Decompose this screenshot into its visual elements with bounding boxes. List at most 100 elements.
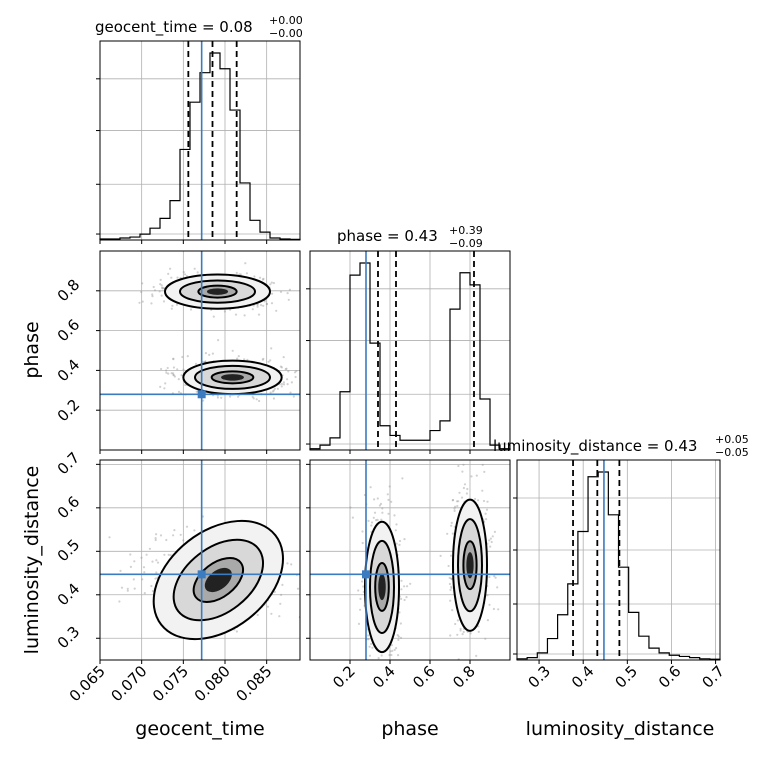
scatter-point [237, 355, 240, 358]
scatter-point [270, 612, 273, 615]
scatter-point [287, 298, 290, 301]
density-peak [378, 573, 386, 601]
scatter-point [395, 523, 398, 526]
scatter-point [462, 630, 465, 634]
scatter-point [229, 395, 232, 398]
scatter-point [450, 577, 453, 580]
density-peak [466, 552, 474, 579]
hist-panel-geocent_time [100, 41, 300, 240]
scatter-point [273, 387, 276, 390]
scatter-point [166, 366, 169, 370]
scatter-point [370, 521, 374, 524]
scatter-point [386, 493, 389, 496]
scatter-point [270, 281, 273, 284]
scatter-point [161, 286, 164, 289]
scatter-point [361, 541, 364, 545]
scatter-point [484, 512, 487, 515]
scatter-point [475, 654, 478, 658]
scatter-point [477, 630, 480, 634]
scatter-point [171, 304, 174, 307]
scatter-point [453, 509, 456, 512]
scatter-point [459, 629, 462, 632]
scatter-point [376, 518, 379, 522]
scatter-point [301, 377, 303, 379]
scatter-point [262, 277, 265, 280]
scatter-point [280, 366, 283, 369]
scatter-point [151, 589, 154, 593]
ylabel-phase: phase [21, 321, 43, 378]
scatter-point [150, 584, 153, 588]
scatter-point [399, 636, 403, 640]
scatter-point [159, 385, 162, 388]
scatter-point [223, 310, 226, 313]
scatter-point [261, 278, 264, 281]
scatter-point [172, 358, 175, 361]
title-geocent-time-lower: −0.00 [269, 27, 303, 40]
scatter-point [159, 278, 162, 281]
scatter-point [450, 524, 453, 527]
hist-frame-phase [309, 250, 511, 451]
scatter-point [448, 582, 451, 586]
scatter-point [243, 314, 246, 317]
scatter-point [489, 545, 492, 548]
scatter-point [451, 532, 454, 535]
scatter-point [286, 292, 289, 295]
scatter-point [167, 553, 170, 556]
scatter-point [258, 399, 261, 403]
scatter-point [280, 382, 283, 386]
scatter-point [483, 470, 486, 473]
scatter-point [272, 389, 275, 392]
scatter-point [454, 505, 457, 508]
scatter-point [150, 302, 153, 305]
scatter-point [449, 588, 452, 592]
scatter-point [185, 525, 189, 528]
scatter-point [390, 644, 393, 647]
scatter-point [159, 283, 162, 286]
contour-line [364, 520, 400, 654]
scatter-point [400, 579, 403, 582]
scatter-point [470, 454, 472, 456]
scatter-point [138, 301, 141, 304]
panel-frames [96, 40, 721, 664]
xtick-label: 0.7 [698, 662, 728, 692]
scatter-point [395, 647, 398, 650]
scatter-point [204, 360, 207, 363]
scatter-point [279, 290, 283, 293]
title-phase-lower: −0.09 [449, 237, 483, 250]
scatter-point [388, 653, 391, 657]
frame-phase_vs_geocent_time [99, 250, 301, 451]
scatter-point [181, 355, 184, 359]
scatter-point [497, 608, 500, 611]
scatter-point [255, 398, 258, 401]
scatter-point [394, 529, 397, 532]
truth-marker [197, 570, 206, 579]
scatter-point [370, 642, 373, 646]
scatter-point [456, 504, 459, 508]
scatter-point [269, 391, 272, 394]
hist-frame-luminosity_distance [516, 459, 721, 661]
scatter-point [461, 633, 464, 636]
scatter-point [155, 571, 158, 574]
ytick-label: 0.5 [54, 536, 84, 566]
scatter-point [301, 582, 303, 584]
scatter-point [456, 619, 459, 622]
scatter-point [459, 627, 462, 630]
scatter-point [486, 500, 489, 503]
scatter-point [142, 566, 146, 569]
scatter-point [170, 372, 173, 375]
scatter-point [494, 576, 497, 579]
scatter-point [235, 271, 238, 274]
scatter-point [375, 519, 378, 522]
scatter-point [475, 474, 478, 477]
ytick-label: 0.6 [54, 493, 84, 523]
scatter-point [290, 563, 293, 566]
scatter-point [377, 657, 380, 660]
scatter-point [151, 293, 154, 296]
scatter-point [94, 295, 96, 297]
scatter-point [216, 396, 219, 399]
xlabel-luminosity-distance: luminosity_distance [526, 718, 715, 740]
title-phase: phase = 0.43 [337, 227, 438, 245]
scatter-point [456, 633, 459, 636]
density-peak [206, 288, 229, 295]
scatter-point [211, 352, 214, 355]
